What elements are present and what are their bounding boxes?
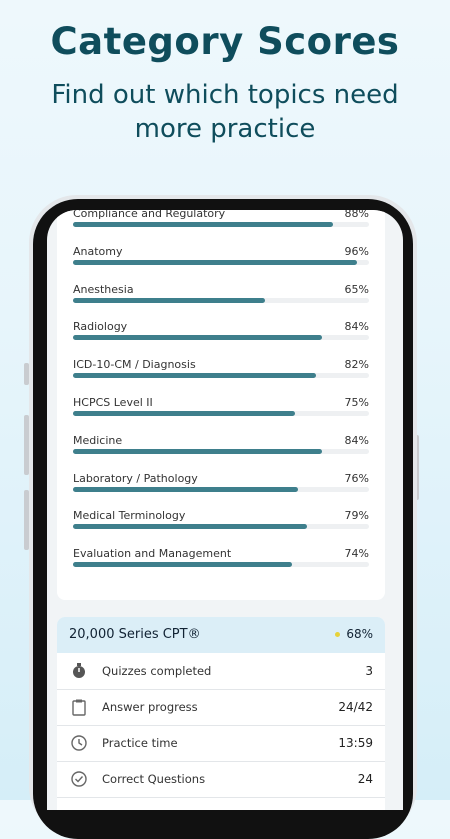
category-name: Radiology <box>73 320 128 334</box>
row-icon <box>70 662 88 684</box>
progress-track <box>73 373 369 379</box>
side-button <box>24 363 29 385</box>
row-label: Quizzes completed <box>102 664 212 678</box>
category-name: Laboratory / Pathology <box>73 471 198 485</box>
category-row: Medicine 84% <box>73 434 369 472</box>
row-icon <box>70 698 88 720</box>
category-row: Laboratory / Pathology 76% <box>73 472 369 510</box>
category-score: 88% <box>344 210 369 220</box>
row-value: 3 <box>365 664 373 678</box>
category-name: Evaluation and Management <box>73 547 232 561</box>
category-card: Compliance and Regulatory 88% Anatomy 96% An… <box>57 210 385 600</box>
category-name: Medicine <box>73 433 123 447</box>
category-score: 79% <box>344 509 369 523</box>
progress-bar <box>73 259 358 265</box>
category-row: HCPCS Level II 75% <box>73 396 369 434</box>
row-icon <box>70 734 88 756</box>
progress-bar <box>73 448 322 454</box>
progress-track <box>73 259 369 265</box>
progress-track <box>73 486 369 492</box>
category-score: 84% <box>344 433 369 447</box>
icon <box>71 735 87 751</box>
category-row: Radiology 84% <box>73 320 369 358</box>
category-row: ICD-10-CM / Diagnosis 82% <box>73 358 369 396</box>
icon <box>71 771 87 787</box>
progress-bar <box>73 486 298 492</box>
row-value: 13:59 <box>338 736 373 750</box>
progress-bar <box>73 335 322 341</box>
progress-bar <box>73 297 266 303</box>
category-row: Anatomy 96% <box>73 245 369 283</box>
progress-bar <box>73 524 307 530</box>
category-name: Anesthesia <box>73 282 134 296</box>
progress-track <box>73 297 369 303</box>
summary-card: 20,000 Series CPT® 68% Quizzes completed… <box>57 617 385 810</box>
summary-row: Practice time 13:59 <box>57 725 385 762</box>
progress-track <box>73 411 369 416</box>
category-score: 82% <box>344 358 369 372</box>
category-score: 84% <box>344 320 369 334</box>
score-dot <box>335 632 340 637</box>
summary-score: 68% <box>346 627 373 641</box>
title: Category Scores <box>50 20 400 63</box>
category-name: HCPCS Level II <box>73 396 153 409</box>
category-row: Anesthesia 65% <box>73 283 369 321</box>
progress-track <box>73 524 369 530</box>
row-label: Practice time <box>102 736 178 750</box>
progress-bar <box>73 373 316 379</box>
summary-row: Quizzes completed 3 <box>57 653 385 690</box>
row-label: Answer progress <box>102 700 198 714</box>
row-value: 24/42 <box>338 700 373 714</box>
side-button <box>24 490 29 550</box>
icon <box>73 663 85 678</box>
category-name: Compliance and Regulatory <box>73 210 226 220</box>
summary-title: 20,000 Series CPT® <box>69 627 201 642</box>
category-score: 65% <box>344 282 369 296</box>
category-score: 74% <box>344 547 369 561</box>
progress-bar <box>73 411 295 416</box>
subtitle: Find out which topics need more practice <box>51 80 399 144</box>
progress-bar <box>73 562 293 568</box>
category-row: Evaluation and Management 74% <box>73 547 369 585</box>
row-label: Correct Questions <box>102 772 206 786</box>
screen: Compliance and Regulatory 88% Anatomy 96% An… <box>47 210 403 810</box>
row-value: 24 <box>357 772 373 786</box>
category-name: Medical Terminology <box>73 509 186 523</box>
icon <box>72 699 86 716</box>
progress-track <box>73 222 369 227</box>
summary-header: 20,000 Series CPT® 68% <box>57 617 385 653</box>
progress-bar <box>73 222 334 227</box>
category-row: Medical Terminology 79% <box>73 509 369 547</box>
category-name: ICD-10-CM / Diagnosis <box>73 358 196 372</box>
category-score: 75% <box>344 396 369 409</box>
row-icon <box>70 770 88 792</box>
progress-track <box>73 335 369 341</box>
summary-row: Answer progress 24/42 <box>57 689 385 726</box>
category-score: 76% <box>344 471 369 485</box>
side-button <box>24 415 29 475</box>
summary-row: Correct Questions 24 <box>57 761 385 798</box>
progress-track <box>73 448 369 454</box>
progress-track <box>73 562 369 568</box>
category-row: Compliance and Regulatory 88% <box>73 210 369 245</box>
category-name: Anatomy <box>73 244 123 258</box>
category-score: 96% <box>344 244 369 258</box>
